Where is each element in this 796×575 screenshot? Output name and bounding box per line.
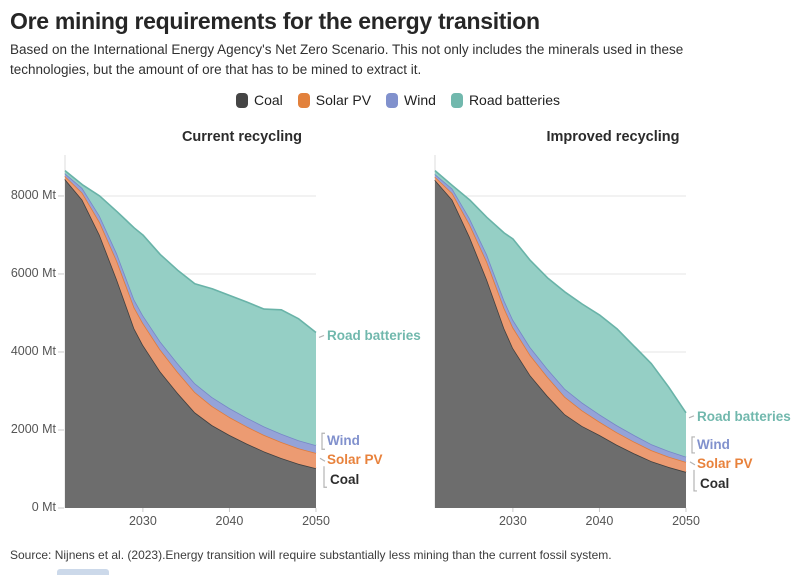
connector-road-batteries	[688, 415, 695, 419]
y-axis-label: 0 Mt	[31, 500, 56, 514]
legend-swatch-icon	[386, 92, 399, 108]
connector-wind	[321, 432, 325, 450]
connector-wind	[691, 436, 695, 454]
legend-label: Solar PV	[315, 92, 372, 108]
source-text: Source: Nijnens et al. (2023).Energy tra…	[10, 548, 612, 562]
x-axis-label: 2040	[585, 514, 614, 528]
page-title: Ore mining requirements for the energy t…	[10, 8, 540, 34]
x-axis-label: 2030	[498, 514, 527, 528]
y-axis-label: 2000 Mt	[10, 421, 56, 436]
y-axis-label: 4000 Mt	[10, 343, 56, 358]
connector-road-batteries	[318, 334, 325, 339]
subtitle: Based on the International Energy Agency…	[10, 42, 684, 77]
legend-item-wind: Wind	[386, 92, 436, 108]
annotation-wind: Wind	[697, 436, 730, 452]
area-road-batteries	[65, 170, 316, 446]
legend-swatch-icon	[450, 92, 463, 108]
stacked-area-plots	[58, 155, 697, 512]
connector-coal	[323, 466, 327, 488]
legend-label: Road batteries	[468, 92, 560, 108]
y-axis-label: 8000 Mt	[10, 187, 56, 202]
area-top-line	[64, 175, 317, 454]
partial-button-cutoff[interactable]	[57, 569, 109, 575]
area-top-line	[434, 169, 687, 414]
legend-item-coal: Coal	[235, 92, 283, 108]
connector-solar-pv	[689, 461, 696, 466]
annotation-coal: Coal	[330, 472, 360, 488]
legend-label: Wind	[404, 92, 436, 108]
area-top-line	[64, 169, 317, 334]
x-axis-label: 2040	[215, 514, 244, 528]
legend-swatch-icon	[235, 92, 248, 108]
chart-title-improved-recycling: Improved recycling	[546, 129, 680, 145]
area-road-batteries	[435, 170, 686, 457]
area-coal	[65, 179, 316, 509]
x-axis-label: 2050	[302, 514, 330, 528]
y-axis-label: 6000 Mt	[10, 265, 56, 280]
connector-coal	[693, 469, 697, 492]
annotation-road-batteries: Road batteries	[327, 328, 421, 344]
legend-item-solar-pv: Solar PV	[297, 92, 372, 108]
legend-swatch-icon	[297, 92, 310, 108]
annotation-road-batteries: Road batteries	[697, 408, 791, 424]
legend-label: Coal	[253, 92, 283, 108]
legend-item-road-batteries: Road batteries	[450, 92, 560, 108]
connector-solar-pv	[319, 457, 326, 462]
annotation-solar-pv: Solar PV	[697, 455, 753, 471]
legend: Coal Solar PV Wind Road batteries	[0, 92, 796, 108]
x-axis-label: 2050	[672, 514, 700, 528]
annotation-wind: Wind	[327, 433, 360, 449]
annotation-coal: Coal	[700, 475, 730, 491]
x-axis-label: 2030	[128, 514, 157, 528]
chart-title-current-recycling: Current recycling	[181, 129, 303, 145]
annotation-solar-pv: Solar PV	[327, 452, 383, 468]
area-coal	[435, 179, 686, 508]
